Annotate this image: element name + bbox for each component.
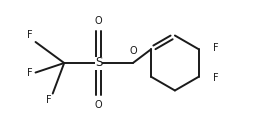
- Text: F: F: [46, 96, 52, 105]
- Text: S: S: [95, 56, 102, 70]
- Text: F: F: [27, 68, 32, 77]
- Text: F: F: [213, 43, 219, 53]
- Text: O: O: [129, 46, 137, 56]
- Text: O: O: [95, 16, 102, 26]
- Text: O: O: [95, 100, 102, 110]
- Text: F: F: [213, 73, 219, 83]
- Text: F: F: [27, 30, 32, 40]
